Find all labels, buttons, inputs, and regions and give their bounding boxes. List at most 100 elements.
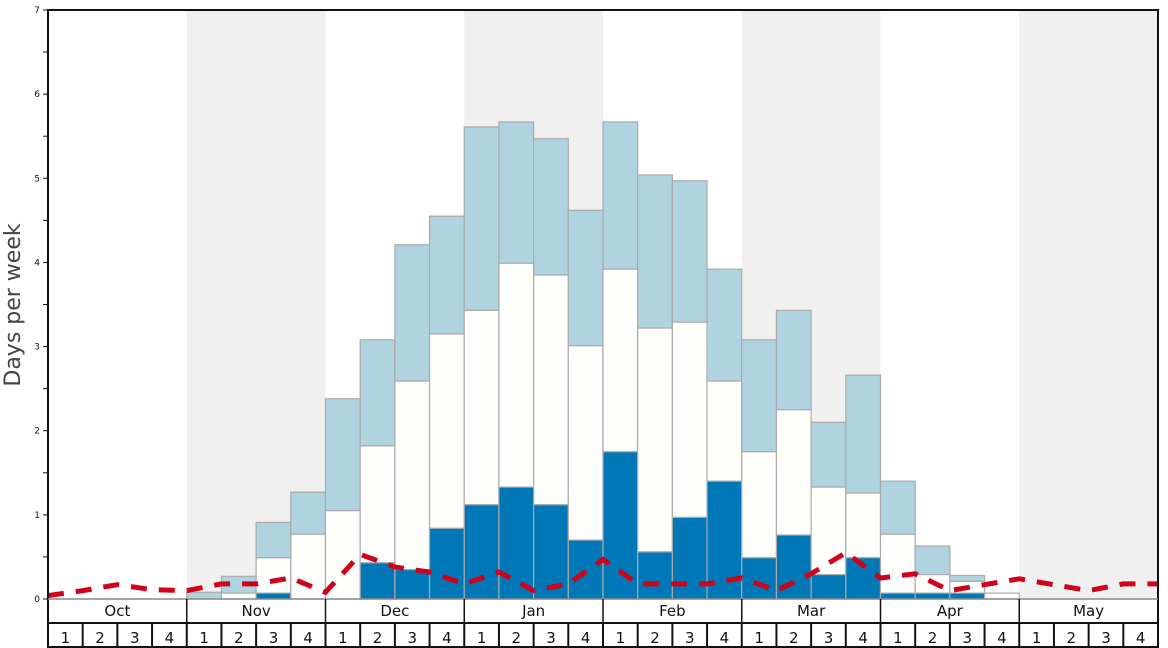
week-label: 2 [928, 629, 938, 647]
y-axis-label: Days per week [1, 223, 26, 386]
bar-light-segment [706, 268, 743, 382]
y-tick-label: 7 [34, 6, 40, 16]
bar-middle-segment [359, 445, 396, 564]
week-label: 1 [477, 629, 487, 647]
y-tick-label: 5 [34, 174, 40, 184]
bar-dark-segment [394, 568, 431, 600]
week-label: 2 [1067, 629, 1077, 647]
month-label: Oct [104, 602, 130, 620]
bar-dark-segment [810, 573, 847, 600]
bar-dark-segment [671, 516, 708, 600]
bar-light-segment [567, 209, 604, 347]
bar-light-segment [602, 121, 639, 270]
bar-middle-segment [741, 451, 778, 559]
month-label: Jan [521, 602, 545, 620]
y-tick-label: 0 [34, 595, 40, 605]
week-label: 3 [546, 629, 556, 647]
bar-light-segment [255, 521, 292, 559]
week-label: 1 [338, 629, 348, 647]
bar-light-segment [359, 339, 396, 447]
bar-middle-segment [290, 533, 327, 600]
bar-middle-segment [428, 333, 465, 529]
week-label: 4 [1136, 629, 1146, 647]
week-label: 3 [407, 629, 417, 647]
bar-light-segment [949, 574, 986, 582]
bar-light-segment [671, 180, 708, 323]
y-tick-label: 6 [34, 90, 40, 100]
bar-dark-segment [567, 539, 604, 600]
week-label: 4 [303, 629, 313, 647]
bar-light-segment [741, 339, 778, 453]
week-label: 2 [650, 629, 660, 647]
week-label: 1 [1032, 629, 1042, 647]
month-label: Nov [241, 602, 270, 620]
bar-middle-segment [567, 345, 604, 541]
bar-light-segment [775, 309, 812, 411]
bar-dark-segment [533, 504, 569, 600]
bar-light-segment [428, 215, 465, 335]
week-label: 2 [512, 629, 522, 647]
y-tick-label: 3 [34, 343, 40, 353]
week-label: 1 [616, 629, 626, 647]
week-label: 3 [824, 629, 834, 647]
bar-middle-segment [706, 380, 743, 482]
bar-middle-segment [845, 492, 882, 559]
month-label: May [1073, 602, 1104, 620]
bar-light-segment [533, 138, 569, 276]
bar-light-segment [498, 121, 535, 264]
bar-middle-segment [255, 557, 292, 594]
week-label: 2 [789, 629, 799, 647]
month-label: Dec [380, 602, 409, 620]
week-label: 3 [1101, 629, 1111, 647]
bar-middle-segment [463, 309, 500, 506]
bar-middle-segment [775, 409, 812, 536]
bar-light-segment [810, 421, 847, 488]
y-tick-label: 1 [34, 511, 40, 521]
week-label: 4 [165, 629, 175, 647]
bar-dark-segment [255, 592, 292, 600]
bar-middle-segment [602, 268, 639, 453]
bar-light-segment [324, 398, 361, 512]
bar-light-segment [914, 545, 951, 576]
month-shade-may [1019, 10, 1158, 599]
bar-light-segment [463, 126, 500, 311]
bar-dark-segment [949, 592, 986, 600]
month-label: Mar [797, 602, 826, 620]
week-label: 1 [893, 629, 903, 647]
week-label: 4 [858, 629, 868, 647]
bar-dark-segment [741, 557, 778, 600]
month-label: Apr [937, 602, 964, 620]
week-label: 2 [373, 629, 383, 647]
bar-dark-segment [879, 592, 916, 600]
bar-middle-segment [637, 327, 673, 553]
bar-middle-segment [533, 274, 569, 506]
week-label: 3 [962, 629, 972, 647]
bar-middle-segment [220, 592, 257, 600]
week-label: 3 [685, 629, 695, 647]
bar-dark-segment [463, 504, 500, 600]
bar-dark-segment [914, 592, 951, 600]
bar-light-segment [637, 174, 673, 329]
week-label: 3 [269, 629, 279, 647]
average-line [47, 549, 1158, 599]
bar-middle-segment [394, 380, 431, 571]
bar-light-segment [290, 491, 327, 535]
week-label: 1 [61, 629, 71, 647]
week-label: 1 [754, 629, 764, 647]
bar-light-segment [186, 591, 223, 600]
bar-dark-segment [602, 451, 639, 600]
bar-light-segment [394, 244, 431, 382]
week-label: 4 [720, 629, 730, 647]
week-label: 4 [442, 629, 452, 647]
week-label: 1 [199, 629, 209, 647]
bar-middle-segment [498, 262, 535, 488]
week-label: 3 [130, 629, 140, 647]
week-label: 4 [997, 629, 1007, 647]
bar-light-segment [879, 480, 916, 535]
week-label: 4 [581, 629, 591, 647]
bar-dark-segment [359, 562, 396, 600]
bar-middle-segment [671, 321, 708, 518]
bar-dark-segment [428, 527, 465, 600]
y-tick-label: 2 [34, 427, 40, 437]
